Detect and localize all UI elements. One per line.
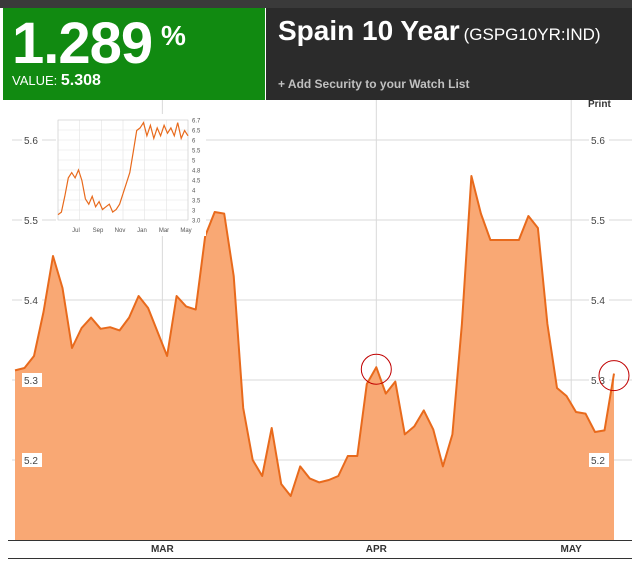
title-box: Spain 10 Year (GSPG10YR:IND) + Add Securi…	[266, 8, 632, 100]
security-ticker: (GSPG10YR:IND)	[463, 25, 601, 44]
security-title: Spain 10 Year (GSPG10YR:IND)	[278, 15, 601, 47]
y-tick-label: 5.2	[591, 456, 605, 467]
mini-y-tick-label: 3.5	[192, 199, 201, 205]
series-line	[14, 175, 615, 497]
mini-x-tick-label: Jul	[72, 228, 80, 234]
mini-y-tick-label: 5.5	[192, 149, 201, 155]
print-link[interactable]: Print	[588, 99, 611, 110]
value-number: 5.308	[60, 72, 101, 89]
mini-y-tick-label: 6	[192, 139, 196, 145]
top-strip	[0, 0, 632, 8]
point-marker	[360, 353, 392, 385]
y-tick-label-bg	[22, 293, 42, 307]
x-axis: MAR APR MAY	[8, 540, 632, 559]
mini-plot-frame	[57, 119, 189, 221]
current-value: VALUE: 5.308	[12, 72, 101, 90]
y-tick-label-bg	[589, 213, 609, 227]
mini-y-tick-label: 5	[192, 159, 196, 165]
add-to-watchlist-link[interactable]: + Add Security to your Watch List	[278, 77, 470, 91]
y-tick-label-bg	[22, 453, 42, 467]
mini-x-tick-label: May	[180, 228, 191, 234]
value-label: VALUE:	[12, 73, 58, 88]
y-tick-label-bg	[22, 373, 42, 387]
mini-x-tick-label: Mar	[159, 228, 169, 234]
y-tick-label-bg	[589, 293, 609, 307]
percent-sign: %	[161, 20, 186, 51]
y-axis-left: 5.2 5.3 5.4 5.5 5.6	[22, 133, 42, 467]
mini-y-tick-label: 3.0	[192, 219, 201, 225]
x-tick-label: APR	[366, 544, 388, 555]
mini-y-tick-label: 4.5	[192, 179, 201, 185]
mini-x-tick-label: Nov	[115, 228, 126, 234]
y-tick-label: 5.5	[591, 216, 605, 227]
markers	[360, 353, 630, 392]
y-tick-label: 5.6	[24, 136, 38, 147]
y-tick-label-bg	[589, 133, 609, 147]
mini-y-tick-label: 6.5	[192, 129, 201, 135]
y-tick-label-bg	[22, 133, 42, 147]
x-tick-label: MAR	[151, 544, 175, 555]
point-marker	[598, 360, 630, 392]
value-box: 1.289 % VALUE: 5.308	[3, 8, 265, 100]
y-tick-label-bg	[22, 213, 42, 227]
x-tick-label: MAY	[561, 544, 583, 555]
y-tick-label: 5.5	[24, 216, 38, 227]
security-name: Spain 10 Year	[278, 15, 460, 46]
mini-series-line	[57, 121, 189, 216]
mini-y-tick-label: 4	[192, 189, 196, 195]
y-tick-label: 5.4	[24, 296, 38, 307]
mini-x-tick-label: Jan	[137, 228, 147, 234]
y-tick-label: 5.6	[591, 136, 605, 147]
percent-change-value: 1.289	[12, 11, 153, 76]
mini-y-tick-label: 3	[192, 209, 196, 215]
y-tick-label: 5.3	[591, 376, 605, 387]
mini-y-tick-label: 4.8	[192, 169, 201, 175]
mini-chart-bg	[56, 114, 206, 236]
y-tick-label-bg	[589, 453, 609, 467]
mini-y-tick-label: 6.7	[192, 119, 201, 125]
y-tick-label-bg	[589, 373, 609, 387]
mini-x-tick-label: Sep	[93, 228, 104, 234]
y-tick-label: 5.2	[24, 456, 38, 467]
series-area	[14, 175, 615, 540]
y-axis-right: 5.2 5.3 5.4 5.5 5.6	[589, 133, 609, 467]
mini-chart: 6.7 6.5 6 5.5 5 4.8 4.5 4 3.5 3 3.0 Jul Sep Nov Jan Mar…	[56, 114, 206, 236]
y-tick-label: 5.3	[24, 376, 38, 387]
area-fill	[15, 176, 614, 540]
y-tick-label: 5.4	[591, 296, 605, 307]
